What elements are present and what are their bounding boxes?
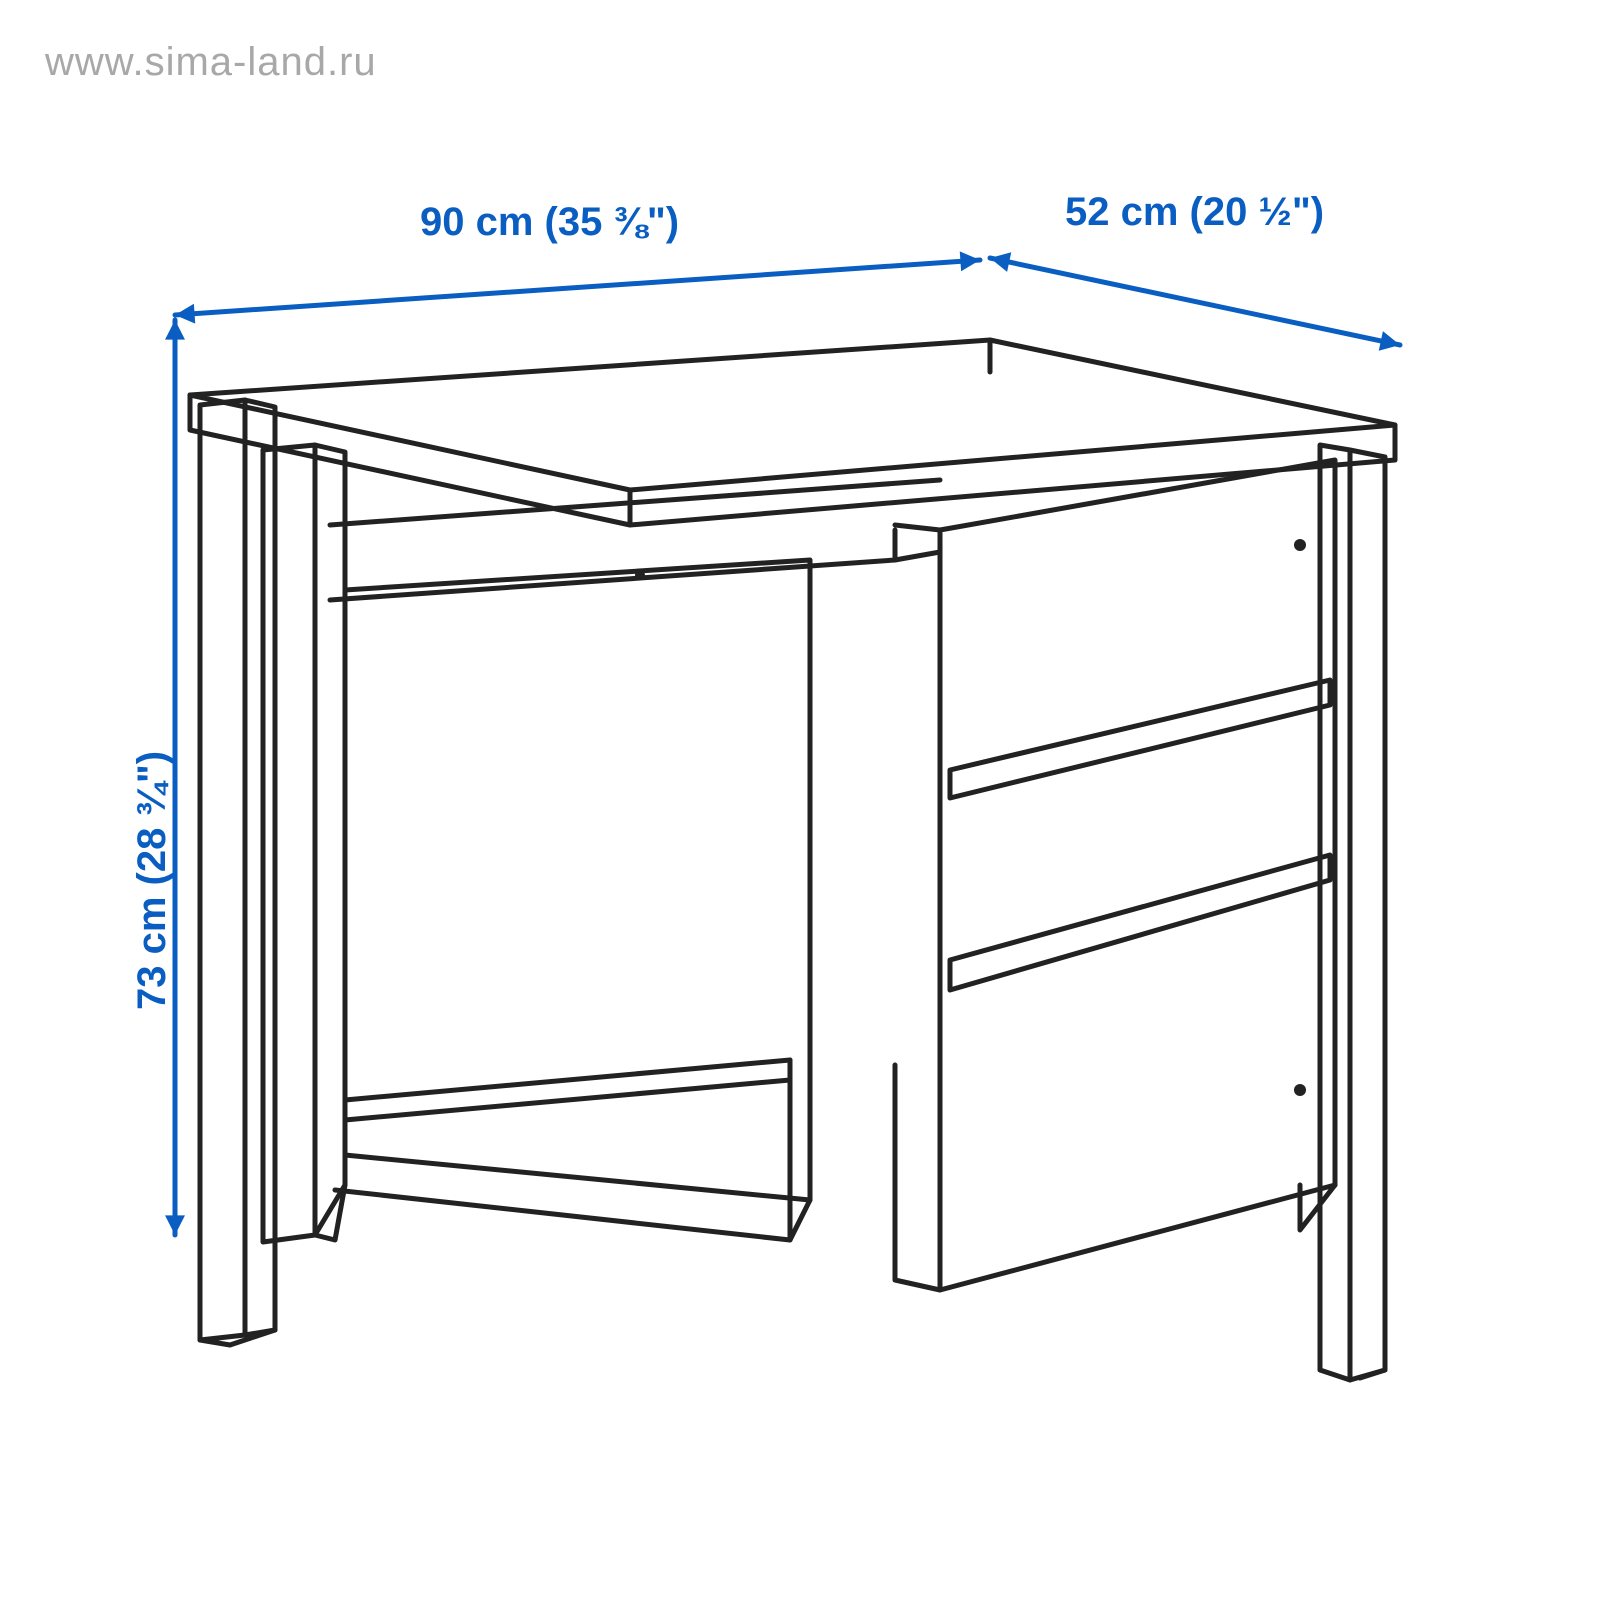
dimension-height-label: 73 cm (28 ¾") bbox=[130, 751, 175, 1010]
desk-line-drawing bbox=[0, 0, 1600, 1600]
dimension-depth-label: 52 cm (20 ½") bbox=[1065, 190, 1324, 235]
dimension-width-label: 90 cm (35 ⅜") bbox=[420, 200, 679, 245]
diagram-canvas: www.sima-land.ru 90 cm (35 ⅜") 52 cm (20… bbox=[0, 0, 1600, 1600]
